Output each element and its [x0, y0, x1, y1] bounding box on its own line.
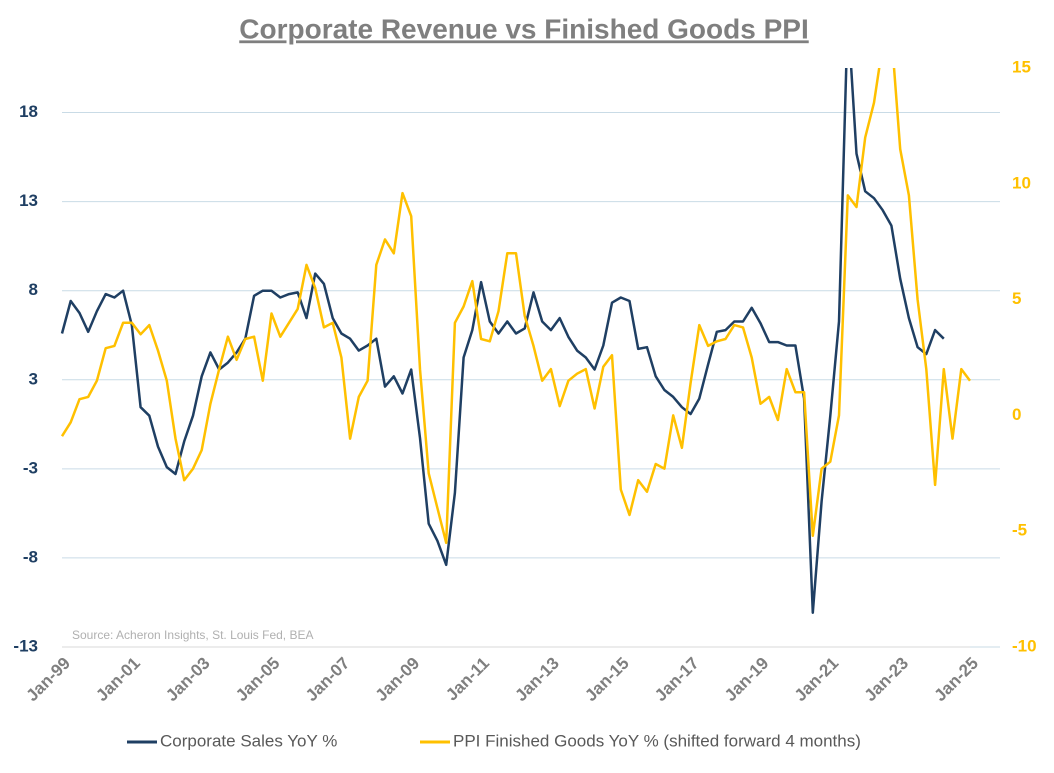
- y2-tick-label: 5: [1012, 289, 1021, 308]
- x-tick-label: Jan-07: [302, 654, 354, 706]
- y-tick-label: -8: [23, 547, 38, 566]
- x-tick-label: Jan-01: [92, 654, 144, 706]
- x-tick-label: Jan-11: [442, 654, 493, 705]
- x-tick-label: Jan-99: [22, 654, 74, 706]
- chart-title: Corporate Revenue vs Finished Goods PPI: [239, 13, 808, 44]
- y2-tick-label: 10: [1012, 173, 1031, 192]
- x-tick-label: Jan-15: [581, 654, 633, 706]
- x-tick-label: Jan-09: [372, 654, 424, 706]
- legend: Corporate Sales YoY % PPI Finished Goods …: [127, 731, 861, 750]
- legend-label: PPI Finished Goods YoY % (shifted forwar…: [453, 731, 861, 750]
- y2-tick-label: 0: [1012, 405, 1021, 424]
- x-tick-label: Jan-13: [511, 654, 563, 706]
- x-tick-label: Jan-03: [162, 654, 214, 706]
- y-tick-label: 13: [19, 191, 38, 210]
- y-tick-label: -3: [23, 458, 38, 477]
- x-tick-label: Jan-19: [721, 654, 773, 706]
- series-line: [60, 68, 945, 614]
- y2-tick-label: 15: [1012, 57, 1031, 76]
- y2-tick-label: -10: [1012, 636, 1037, 655]
- y-tick-label: 3: [29, 369, 38, 388]
- plot-area: [60, 68, 971, 614]
- y-tick-label: 8: [29, 280, 38, 299]
- y2-tick-label: -5: [1012, 521, 1027, 540]
- source-note: Source: Acheron Insights, St. Louis Fed,…: [72, 628, 313, 642]
- x-tick-label: Jan-21: [791, 654, 843, 706]
- x-tick-label: Jan-23: [861, 654, 913, 706]
- x-tick-label: Jan-05: [232, 654, 284, 706]
- x-tick-label: Jan-17: [651, 654, 703, 706]
- x-tick-label: Jan-25: [930, 654, 982, 706]
- y-tick-label: 18: [19, 102, 38, 121]
- legend-label: Corporate Sales YoY %: [160, 731, 337, 750]
- series-line: [60, 68, 971, 545]
- y-tick-label: -13: [13, 636, 38, 655]
